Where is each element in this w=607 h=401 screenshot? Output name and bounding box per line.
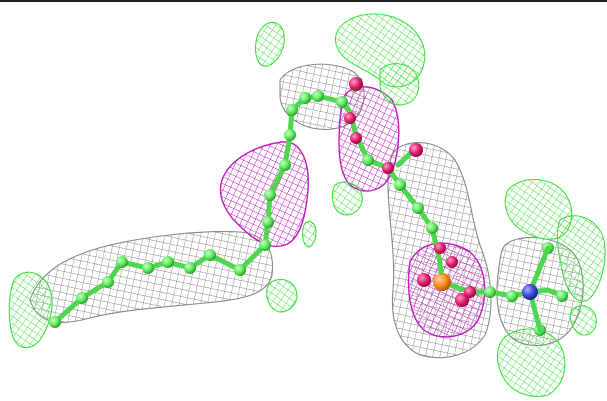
green-mesh-mid — [331, 181, 363, 216]
carbon-atom — [234, 264, 246, 276]
carbon-atom — [286, 104, 298, 116]
carbon-atom — [262, 216, 274, 228]
green-mesh-right-small — [569, 305, 597, 336]
carbon-atom — [162, 256, 174, 268]
carbon-atom — [394, 179, 406, 191]
carbon-atom — [284, 129, 296, 141]
carbon-atom — [506, 290, 518, 302]
phosphorus-atom — [433, 273, 451, 291]
nitrogen-atom — [522, 284, 538, 300]
oxygen-atom — [464, 286, 476, 298]
oxygen-atom — [446, 256, 458, 268]
carbon-atom — [259, 239, 271, 251]
green-mesh-right-bottom — [496, 328, 566, 397]
carbon-atom — [49, 316, 61, 328]
carbon-atom — [204, 249, 216, 261]
carbon-atom — [184, 262, 196, 274]
carbon-atom — [426, 222, 438, 234]
carbon-atom — [412, 202, 424, 214]
carbon-atom — [102, 276, 114, 288]
oxygen-atom — [417, 273, 431, 287]
carbon-atom — [76, 292, 88, 304]
oxygen-atom — [409, 143, 423, 157]
grey-density-mesh — [29, 63, 584, 359]
top-border — [0, 0, 607, 2]
oxygen-atom — [455, 293, 469, 307]
oxygen-atom — [344, 112, 356, 124]
green-mesh-top-left — [254, 21, 285, 67]
oxygen-atom — [350, 132, 362, 144]
carbon-atom — [556, 290, 568, 302]
green-mesh-right-edge — [556, 215, 606, 302]
carbon-atom — [116, 256, 128, 268]
green-mesh-small-b — [302, 220, 317, 248]
oxygen-atom — [382, 162, 394, 174]
green-mesh-small-a — [266, 278, 298, 313]
magenta-mesh-phosphate — [407, 242, 486, 338]
carbon-atom — [299, 92, 311, 104]
carbon-atom — [312, 90, 324, 102]
carbon-atom — [264, 189, 276, 201]
carbon-atom — [362, 154, 374, 166]
molecule-atoms — [49, 77, 568, 336]
carbon-atom — [142, 262, 154, 274]
carbon-atom — [484, 286, 496, 298]
oxygen-atom — [349, 77, 363, 91]
oxygen-atom — [434, 242, 446, 254]
green-mesh-bottom-left — [8, 271, 53, 349]
green-mesh-top-far-right — [379, 63, 420, 106]
carbon-atom — [279, 159, 291, 171]
green-density-mesh — [8, 13, 606, 397]
carbon-atom — [336, 96, 348, 108]
